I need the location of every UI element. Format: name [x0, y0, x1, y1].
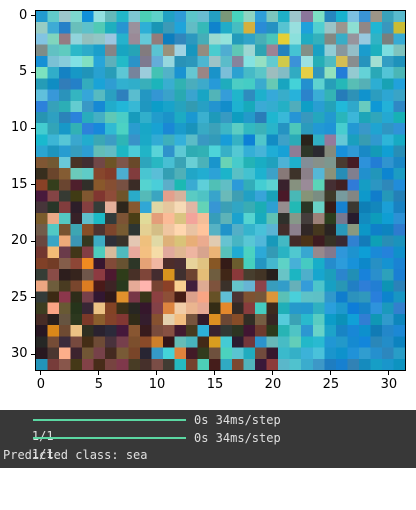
y-tick-mark	[31, 240, 35, 242]
y-tick-label: 15	[11, 176, 28, 192]
x-tick-mark	[330, 371, 332, 375]
pixelated-image	[36, 11, 405, 370]
step-timing: 0s 34ms/step	[194, 413, 281, 427]
prediction-text: Predicted class: sea	[3, 448, 148, 462]
x-tick-mark	[214, 371, 216, 375]
y-tick-mark	[31, 71, 35, 73]
progress-bar	[33, 437, 186, 439]
progress-line-1: 1/1 0s 34ms/step	[3, 412, 281, 443]
y-tick-label: 20	[11, 233, 28, 249]
y-tick-label: 5	[19, 64, 28, 80]
x-tick-label: 25	[322, 377, 340, 392]
output-console: 1/1 0s 34ms/step 1/1 0s 34ms/step Predic…	[0, 410, 416, 468]
plot-area: 0 5 10 15 20 25 30 0 5 10 15 20 25 30	[11, 7, 406, 392]
y-tick-label: 10	[11, 120, 28, 136]
progress-line-2: 1/1 0s 34ms/step	[3, 430, 281, 461]
x-tick-mark	[40, 371, 42, 375]
progress-bar	[33, 419, 186, 421]
y-tick-mark	[31, 15, 35, 17]
y-tick-mark	[31, 127, 35, 129]
x-tick-label: 0	[36, 377, 46, 392]
image-display	[35, 10, 406, 371]
x-tick-label: 20	[264, 377, 282, 392]
y-tick-mark	[31, 353, 35, 355]
x-tick-mark	[388, 371, 390, 375]
step-count: 1/1	[31, 447, 54, 461]
x-tick-mark	[272, 371, 274, 375]
step-timing: 0s 34ms/step	[194, 431, 281, 445]
y-tick-mark	[31, 184, 35, 186]
step-count: 1/1	[31, 429, 54, 443]
y-tick-label: 0	[19, 7, 28, 23]
x-tick-label: 5	[94, 377, 104, 392]
x-tick-mark	[156, 371, 158, 375]
x-tick-label: 15	[206, 377, 224, 392]
y-tick-label: 25	[11, 289, 28, 305]
x-tick-label: 10	[148, 377, 166, 392]
x-tick-mark	[98, 371, 100, 375]
y-tick-label: 30	[11, 346, 28, 362]
y-tick-mark	[31, 297, 35, 299]
x-tick-label: 30	[380, 377, 398, 392]
